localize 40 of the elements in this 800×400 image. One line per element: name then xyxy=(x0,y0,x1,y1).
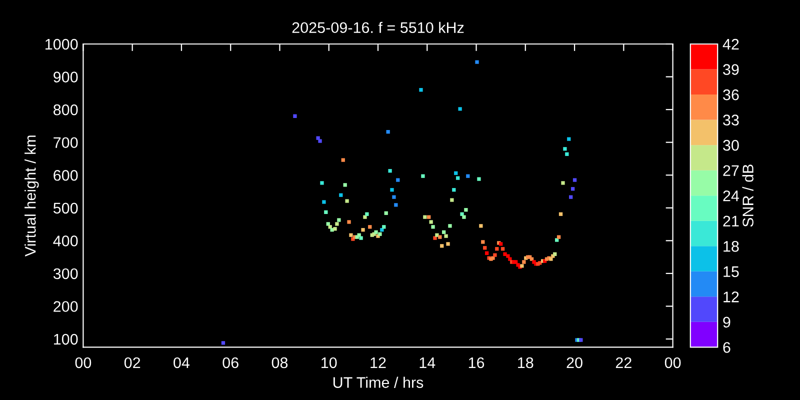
x-tick-label: 04 xyxy=(174,357,190,368)
color-bar-label: 39 xyxy=(723,64,739,75)
color-bar-label: 12 xyxy=(724,292,739,302)
x-tick-label: 00 xyxy=(75,357,92,368)
x-tick-label: 06 xyxy=(222,357,238,368)
y-tick-label: 200 xyxy=(54,301,78,312)
color-bar-label: 21 xyxy=(723,216,739,226)
y-tick-label: 400 xyxy=(53,236,78,246)
x-tick-label: 10 xyxy=(322,357,337,368)
y-tick-label: 1000 xyxy=(46,38,78,50)
x-tick-label: 20 xyxy=(566,357,582,368)
x-tick-label: 22 xyxy=(616,357,632,368)
y-tick-label: 500 xyxy=(53,202,78,214)
y-tick-label: 600 xyxy=(54,170,78,181)
color-bar-label: 30 xyxy=(723,140,739,151)
y-tick-label: 800 xyxy=(54,104,78,116)
y-tick-label: 100 xyxy=(54,334,78,345)
color-bar-label: 42 xyxy=(722,38,739,50)
y-tick-label: 900 xyxy=(54,72,78,82)
y-tick-label: 700 xyxy=(54,137,78,148)
x-tick-label: 12 xyxy=(370,357,386,368)
x-axis-title: UT Time / hrs xyxy=(333,376,424,388)
color-bar-label: 36 xyxy=(723,89,739,100)
color-bar-title: SNR / dB xyxy=(742,164,754,227)
chart-title: 2025-09-16. f = 5510 kHz xyxy=(292,22,464,34)
x-tick-label: 18 xyxy=(518,357,534,368)
y-tick-label: 300 xyxy=(53,268,78,280)
color-bar-label: 9 xyxy=(723,316,730,328)
color-bar-label: 24 xyxy=(723,190,740,202)
x-tick-label: 08 xyxy=(272,357,288,368)
x-tick-label: 00 xyxy=(664,357,681,368)
color-bar-label: 18 xyxy=(724,241,739,252)
x-tick-label: 14 xyxy=(420,357,436,368)
color-bar-label: 33 xyxy=(723,114,739,126)
color-bar-label: 27 xyxy=(723,165,739,176)
color-bar-label: 15 xyxy=(724,266,739,278)
y-axis-title: Virtual height / km xyxy=(24,136,39,257)
color-bar-label: 6 xyxy=(723,342,730,353)
x-tick-label: 02 xyxy=(124,357,140,368)
x-tick-label: 16 xyxy=(468,357,484,368)
